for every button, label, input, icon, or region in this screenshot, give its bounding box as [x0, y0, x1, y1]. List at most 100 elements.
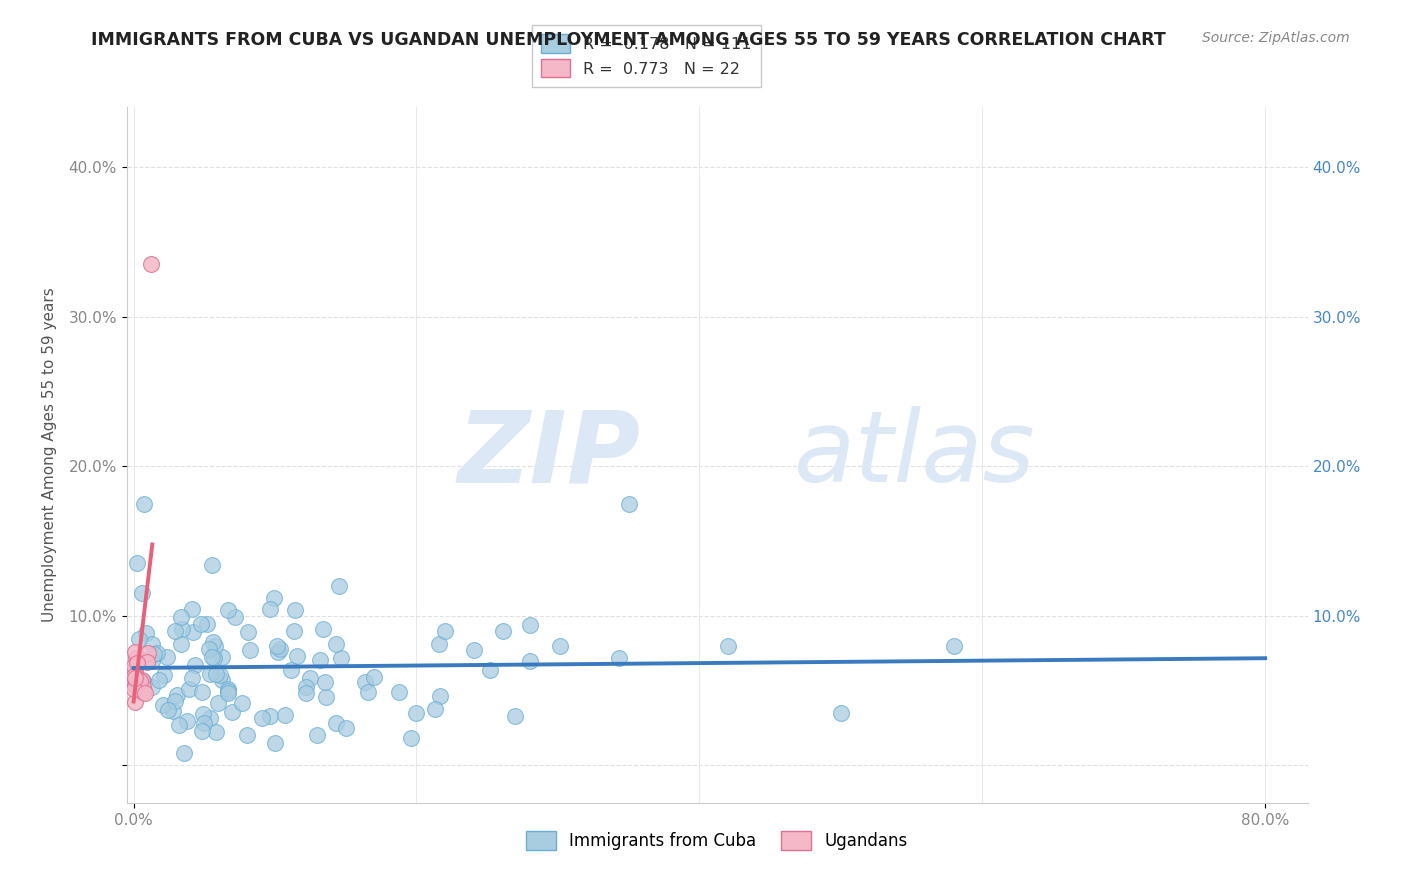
Point [201, 558, 224, 573]
Point [156, 649, 179, 664]
Point [124, 671, 146, 685]
Point [132, 680, 155, 694]
Point [267, 645, 290, 659]
Point [190, 617, 212, 632]
Point [314, 675, 336, 690]
Point [124, 658, 146, 673]
Point [239, 643, 262, 657]
Point [269, 642, 291, 657]
Point [548, 639, 571, 653]
Point [169, 637, 191, 651]
Point [617, 497, 640, 511]
Point [181, 624, 204, 639]
Point [433, 624, 456, 638]
Point [176, 714, 198, 728]
Point [325, 716, 347, 731]
Point [132, 685, 155, 699]
Point [132, 674, 155, 689]
Point [145, 646, 167, 660]
Point [207, 696, 229, 710]
Point [193, 716, 215, 731]
Point [163, 694, 186, 708]
Point [388, 685, 411, 699]
Point [943, 639, 966, 653]
Point [122, 675, 145, 690]
Point [124, 663, 146, 677]
Point [519, 618, 541, 632]
Point [148, 673, 170, 687]
Point [128, 632, 150, 646]
Point [124, 678, 146, 692]
Point [266, 639, 288, 653]
Text: atlas: atlas [794, 407, 1035, 503]
Point [125, 677, 148, 691]
Point [141, 637, 163, 651]
Point [169, 610, 191, 624]
Point [328, 579, 350, 593]
Point [357, 685, 380, 699]
Text: ZIP: ZIP [457, 407, 640, 503]
Point [122, 682, 145, 697]
Point [283, 624, 305, 639]
Point [211, 650, 233, 665]
Point [208, 668, 231, 682]
Y-axis label: Unemployment Among Ages 55 to 59 years: Unemployment Among Ages 55 to 59 years [42, 287, 58, 623]
Point [141, 681, 163, 695]
Point [122, 669, 145, 683]
Point [166, 688, 188, 702]
Point [136, 646, 159, 660]
Point [195, 616, 218, 631]
Point [236, 729, 259, 743]
Point [236, 624, 259, 639]
Point [181, 671, 204, 685]
Point [191, 724, 214, 739]
Point [217, 684, 239, 698]
Point [405, 706, 427, 720]
Point [183, 657, 205, 672]
Point [221, 705, 243, 719]
Point [129, 674, 152, 689]
Point [363, 670, 385, 684]
Point [609, 651, 631, 665]
Point [274, 708, 297, 723]
Point [492, 624, 515, 639]
Point [519, 654, 541, 668]
Point [427, 637, 450, 651]
Point [205, 724, 228, 739]
Point [201, 634, 224, 648]
Point [325, 637, 347, 651]
Point [263, 591, 285, 606]
Point [124, 671, 146, 685]
Point [217, 603, 239, 617]
Point [191, 684, 214, 698]
Point [153, 668, 176, 682]
Point [139, 257, 162, 271]
Point [478, 663, 501, 677]
Point [204, 639, 226, 653]
Point [401, 731, 423, 745]
Point [162, 704, 184, 718]
Legend: Immigrants from Cuba, Ugandans: Immigrants from Cuba, Ugandans [519, 824, 915, 857]
Point [211, 673, 233, 688]
Point [284, 602, 307, 616]
Point [280, 663, 302, 677]
Point [830, 706, 852, 720]
Point [167, 718, 190, 732]
Point [463, 642, 485, 657]
Point [125, 656, 148, 670]
Point [125, 557, 148, 571]
Point [250, 710, 273, 724]
Point [295, 686, 318, 700]
Point [201, 650, 224, 665]
Text: Source: ZipAtlas.com: Source: ZipAtlas.com [1202, 31, 1350, 45]
Point [152, 698, 174, 712]
Point [124, 664, 146, 678]
Point [307, 729, 329, 743]
Point [134, 685, 156, 699]
Point [141, 654, 163, 668]
Point [142, 648, 165, 662]
Point [503, 709, 526, 723]
Point [124, 645, 146, 659]
Point [354, 675, 377, 690]
Point [200, 711, 222, 725]
